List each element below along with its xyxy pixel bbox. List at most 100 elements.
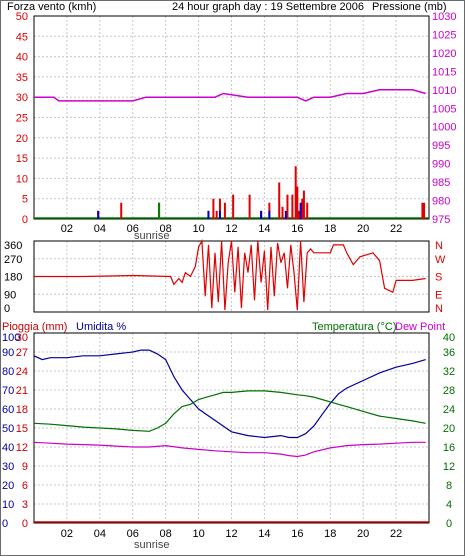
temperature-series-line [33,390,426,432]
graph-title: 24 hour graph day : 19 Settembre 2006 [172,1,364,13]
dewpoint-series-line [33,441,426,458]
humidity-tick-label: 0 [2,518,8,530]
pressure-tick-label: 1000 [432,122,456,134]
wind-bar [302,190,305,219]
wind-bar [218,198,221,219]
x-tick-label: 02 [61,528,73,540]
rain-tick-label: 12 [16,442,28,454]
x-tick-label: 20 [357,528,369,540]
humidity-tick-label: 70 [2,385,14,397]
gust-bar [268,210,271,219]
pressure-tick-label: 1010 [432,85,456,97]
rain-tick-label: 3 [22,499,28,511]
pressure-tick-label: 985 [432,177,450,189]
temperature-axis-title: Temperatura (°C) [312,321,396,333]
compass-label: S [435,272,442,284]
x-tick-label: 18 [324,223,336,235]
wind-bar [286,194,289,219]
wind-plot-area [33,15,430,220]
direction-series-line [34,238,426,311]
x-tick-label: 14 [258,223,270,235]
x-tick-label: 02 [61,223,73,235]
x-tick-label: 16 [291,223,303,235]
wind-tick-label: 25 [16,113,28,125]
x-tick-label: 10 [192,223,204,235]
humidity-tick-label: 30 [2,461,14,473]
x-tick-label: 16 [291,528,303,540]
direction-tick-label: 0 [4,303,10,315]
wind-bar [215,210,218,219]
gust-bar [207,210,210,219]
direction-tick-label: 270 [4,254,22,266]
wind-bar [294,166,297,219]
humidity-tick-label: 90 [2,347,14,359]
wind-bar [212,198,215,219]
x-tick-label: 06 [127,528,139,540]
rain-tick-label: 15 [16,423,28,435]
pressure-tick-label: 1030 [432,11,456,23]
temperature-tick-label: 12 [443,461,455,473]
wind-bar [248,194,251,219]
direction-tick-label: 90 [4,289,16,301]
humidity-tick-label: 60 [2,404,14,416]
wind-bar [278,182,281,219]
wind-pressure-panel: Forza vento (kmh) 24 hour graph day : 19… [7,1,456,242]
rain-tick-label: 6 [22,480,28,492]
x-tick-label: 22 [390,528,402,540]
wind-bar [301,198,304,219]
wind-bar [297,210,300,219]
x-tick-label: 06 [127,223,139,235]
pressure-y-ticks: 1030 1025 1020 1015 1010 1005 1000 995 990 985 980… [432,11,456,226]
gust-bar [260,210,263,219]
rain-axis-title: Pioggia (mm) [2,321,67,333]
direction-y-ticks: 360 270 180 90 0 [4,240,22,315]
temperature-tick-label: 20 [443,423,455,435]
pressure-tick-label: 990 [432,159,450,171]
wind-bars [34,166,429,219]
humidity-tick-label: 50 [2,423,14,435]
wind-bar [281,206,284,219]
temp-grid [34,333,429,523]
pressure-tick-label: 1020 [432,48,456,60]
compass-label: N [435,240,443,252]
wind-tick-label: 40 [16,52,28,64]
x-tick-label: 22 [390,223,402,235]
wind-tick-label: 0 [22,214,28,226]
wind-tick-label: 30 [16,92,28,104]
temperature-tick-label: 36 [443,347,455,359]
rain-tick-label: 24 [16,366,28,378]
temperature-tick-label: 32 [443,366,455,378]
wind-x-ticks: 02 04 06 08 10 12 14 16 18 20 22 [61,223,402,235]
wind-tick-label: 10 [16,173,28,185]
pressure-line [34,89,426,102]
x-tick-label: 08 [160,528,172,540]
wind-tick-label: 5 [22,194,28,206]
humidity-series-line [33,349,426,439]
gust-bar [284,210,287,219]
wind-bar [291,194,294,219]
humidity-tick-label: 20 [2,480,14,492]
compass-label: E [435,289,442,301]
temperature-tick-label: 8 [446,480,452,492]
x-tick-label: 12 [225,528,237,540]
wind-tick-label: 45 [16,31,28,43]
temperature-tick-label: 16 [443,442,455,454]
wind-bar [306,202,309,219]
sunrise-label: sunrise [134,230,169,242]
rain-tick-label: 0 [22,518,28,530]
wind-bar [232,194,235,219]
direction-tick-label: 360 [4,240,22,252]
gust-bar [218,210,221,219]
pressure-tick-label: 1005 [432,103,456,115]
gust-bar [97,210,100,219]
temperature-tick-label: 24 [443,404,455,416]
dewpoint-axis-title: Dew Point [395,321,445,333]
wind-tick-label: 15 [16,153,28,165]
wind-grid [34,16,429,219]
wind-bar [423,202,426,219]
temp-plot-area [33,332,430,524]
temperature-tick-label: 4 [446,499,452,511]
